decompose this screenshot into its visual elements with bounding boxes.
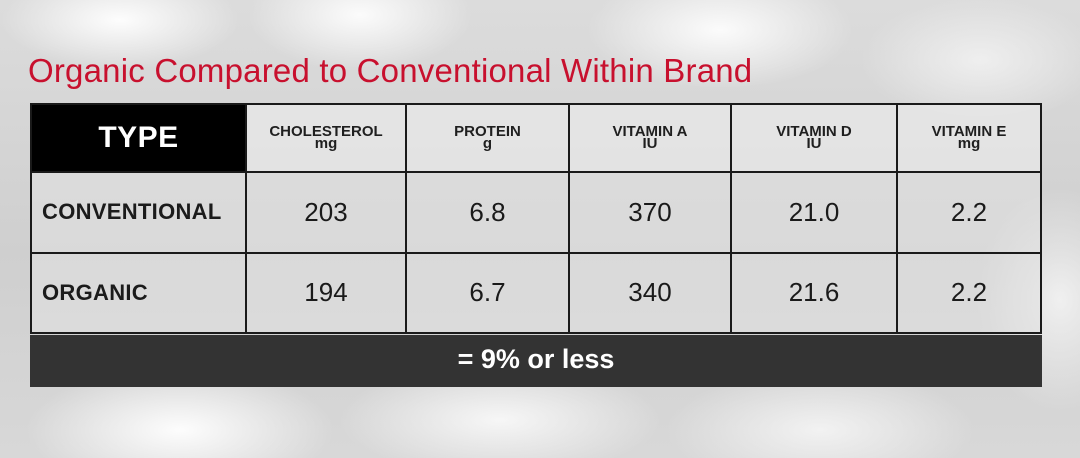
header-row: TYPE CHOLESTEROL mg PROTEIN g VITAMIN A … [30,103,1042,173]
column-header-vitamin-e: VITAMIN E mg [896,103,1042,173]
cell-cholesterol: 194 [245,251,407,334]
cell-vitamin-e: 2.2 [896,171,1042,254]
column-unit: IU [806,135,822,152]
column-name: VITAMIN D [776,123,852,140]
cell-cholesterol: 203 [245,171,407,254]
column-unit: g [482,135,493,152]
type-header: TYPE [30,103,247,173]
column-unit: mg [957,135,981,152]
column-name: VITAMIN A [612,123,688,140]
page-title: Organic Compared to Conventional Within … [28,52,753,89]
column-name: PROTEIN [454,123,521,140]
cell-vitamin-d: 21.0 [730,171,898,254]
cell-vitamin-a: 370 [568,171,732,254]
row-label: CONVENTIONAL [30,171,247,254]
data-table: TYPE CHOLESTEROL mg PROTEIN g VITAMIN A … [30,103,1042,334]
column-header-vitamin-d: VITAMIN D IU [730,103,898,173]
table-row-conventional: CONVENTIONAL 203 6.8 370 21.0 2.2 [30,171,1042,254]
cell-vitamin-a: 340 [568,251,732,334]
column-header-protein: PROTEIN g [405,103,570,173]
cell-vitamin-d: 21.6 [730,251,898,334]
column-name: VITAMIN E [931,123,1007,140]
column-name: CHOLESTEROL [269,123,383,140]
column-unit: IU [642,135,658,152]
column-header-vitamin-a: VITAMIN A IU [568,103,732,173]
column-header-cholesterol: CHOLESTEROL mg [245,103,407,173]
comparison-table: TYPE CHOLESTEROL mg PROTEIN g VITAMIN A … [30,103,1042,334]
cell-protein: 6.7 [405,251,570,334]
cell-protein: 6.8 [405,171,570,254]
row-label: ORGANIC [30,251,247,334]
column-unit: mg [314,135,338,152]
cell-vitamin-e: 2.2 [896,251,1042,334]
summary-banner: = 9% or less [30,335,1042,387]
table-row-organic: ORGANIC 194 6.7 340 21.6 2.2 [30,251,1042,334]
